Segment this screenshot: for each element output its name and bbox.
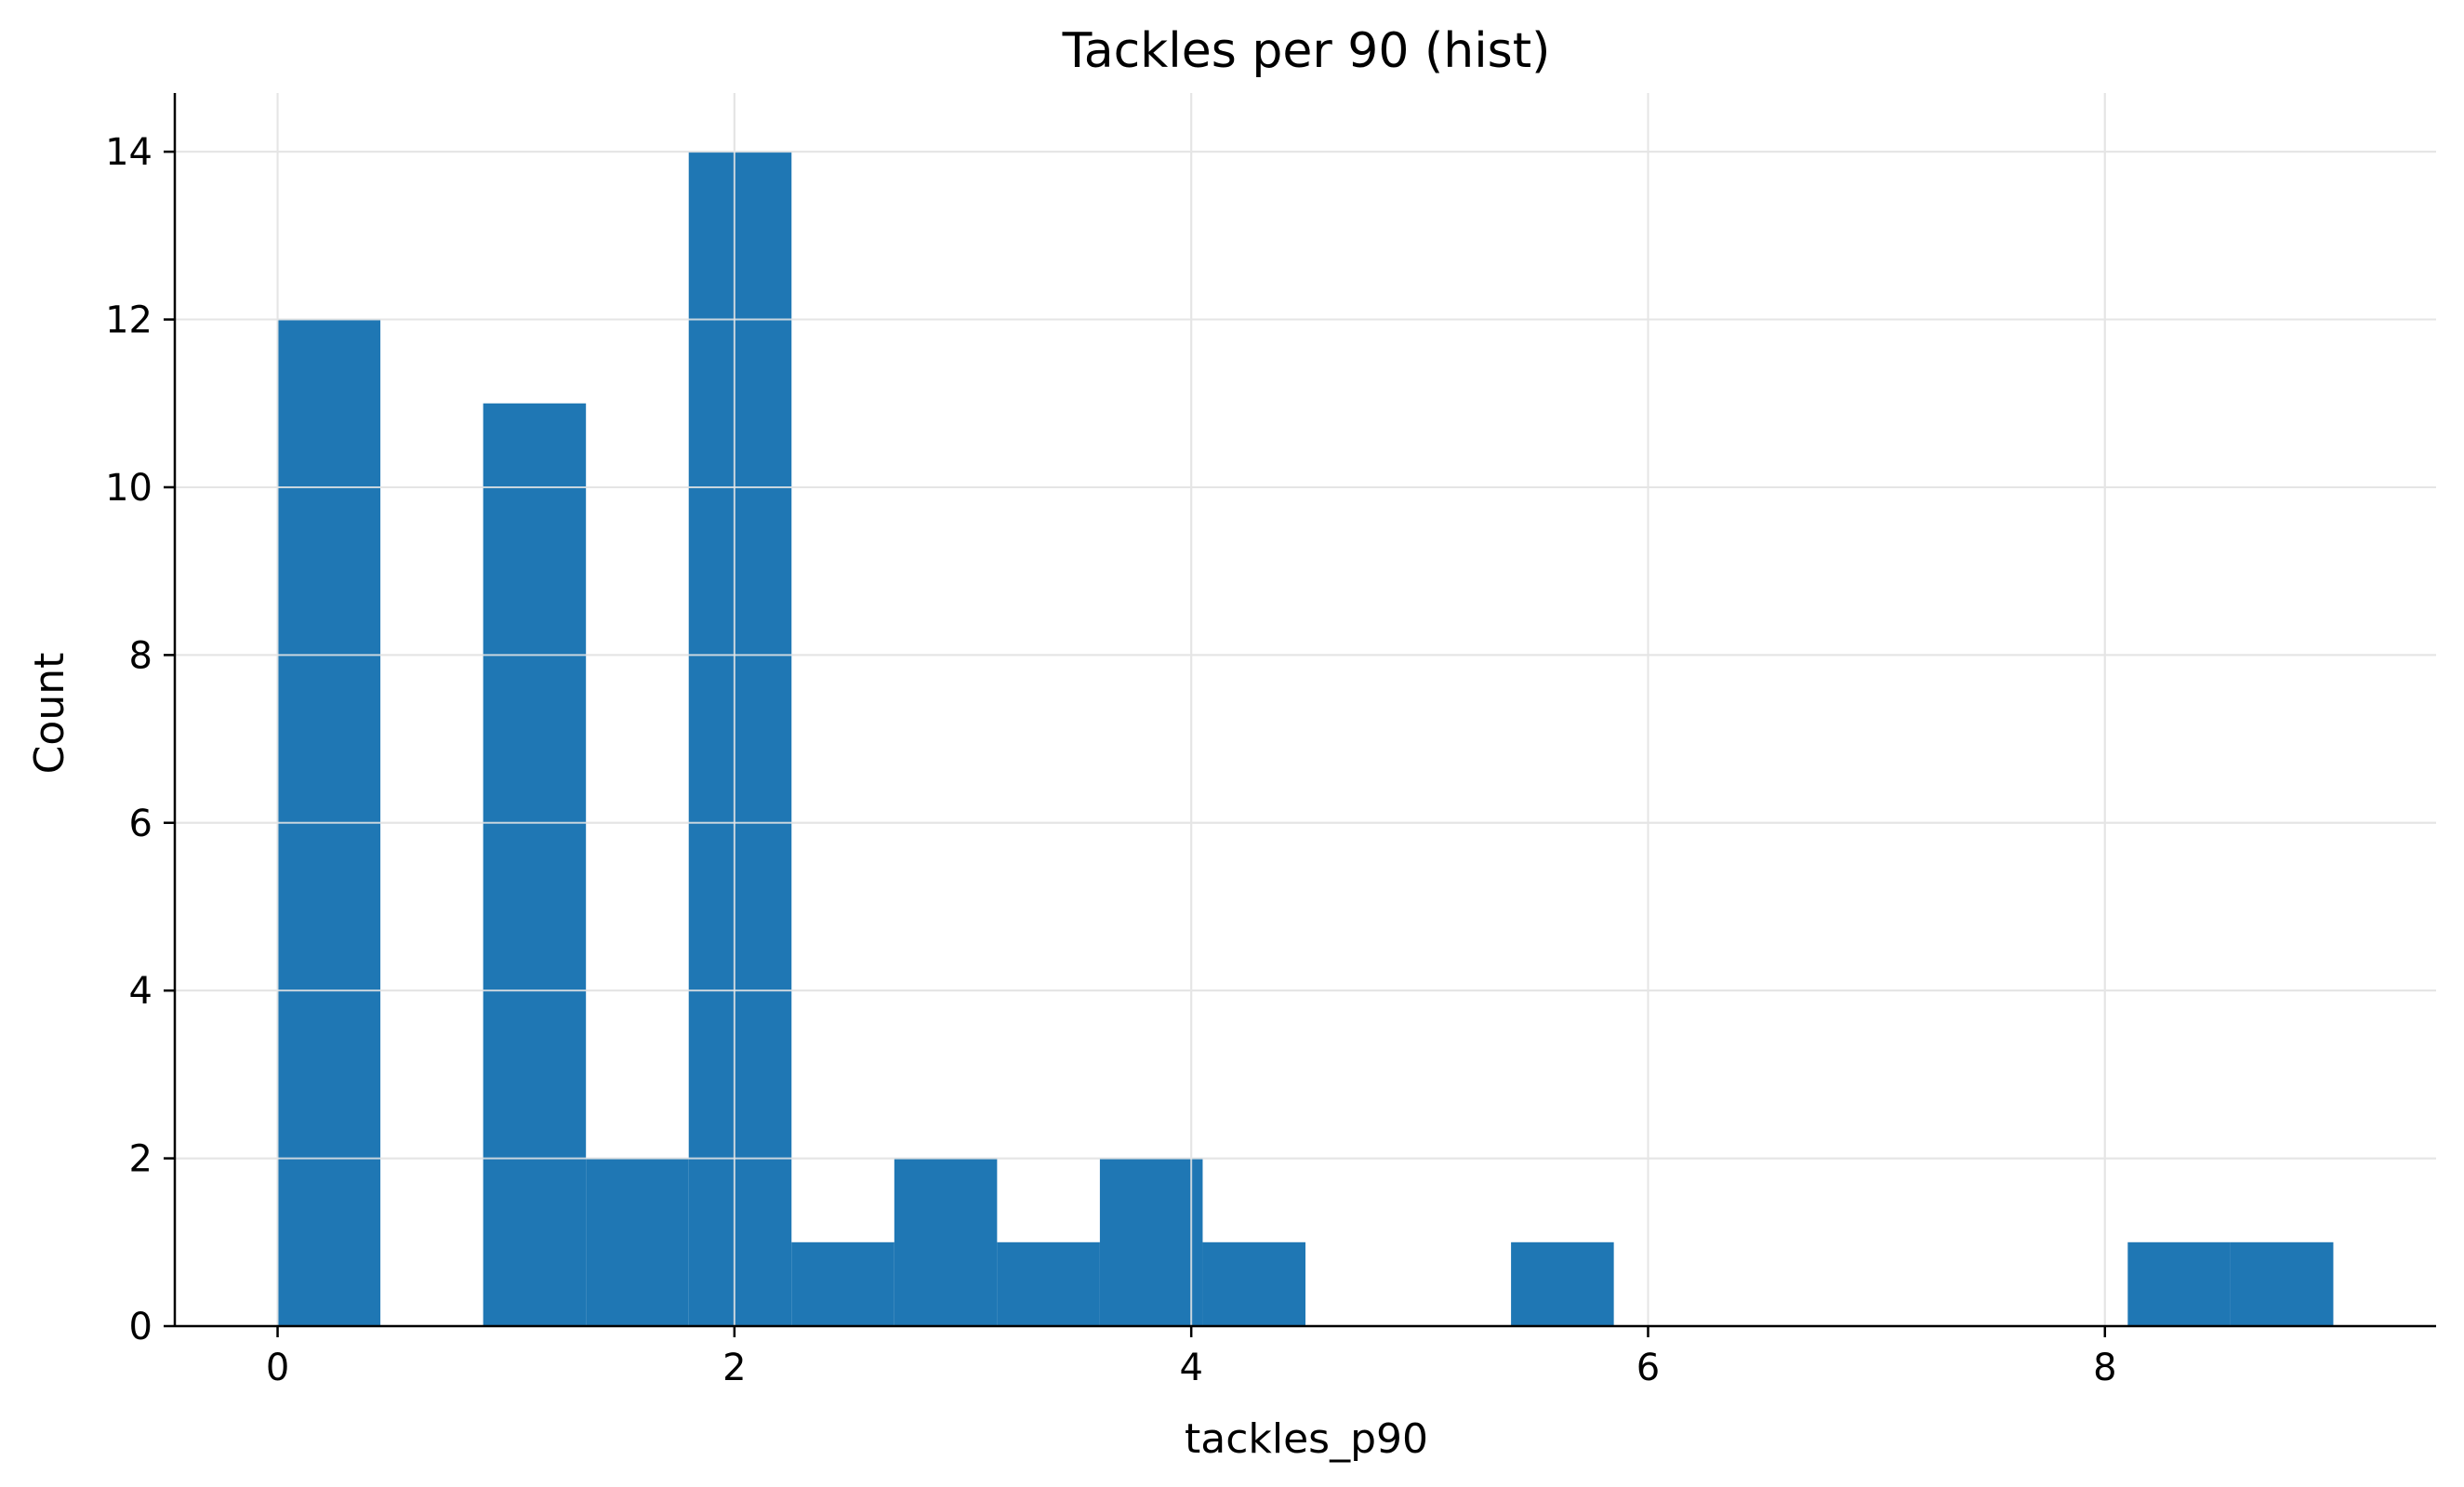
histogram-bar [791,1241,894,1326]
x-axis-label: tackles_p90 [1185,1415,1428,1463]
y-tick-label: 0 [129,1306,152,1348]
y-tick-label: 6 [129,803,152,845]
histogram-bar [997,1241,1100,1326]
histogram-bar [1099,1158,1203,1326]
histogram-bar [688,152,792,1327]
x-tick-label: 4 [1179,1347,1202,1389]
x-tick-label: 6 [1636,1347,1660,1389]
bars-layer [277,152,2334,1327]
histogram-bar [2127,1241,2231,1326]
histogram-bar [1202,1241,1305,1326]
histogram-bar [1511,1241,1614,1326]
histogram-bar [2230,1241,2334,1326]
y-tick-label: 4 [129,970,152,1013]
y-tick-label: 8 [129,634,152,677]
axes: 0 2 4 6 8 0 2 4 6 8 10 12 14 [105,93,2436,1389]
histogram-bar [894,1158,998,1326]
histogram-bar [483,403,587,1326]
y-tick-label: 2 [129,1138,152,1181]
y-tick-label: 10 [105,467,152,510]
x-tick-label: 2 [722,1347,746,1389]
x-tick-label: 0 [266,1347,289,1389]
chart-title: Tackles per 90 (hist) [1062,23,1551,79]
y-tick-label: 12 [105,299,152,342]
x-tick-label: 8 [2093,1347,2116,1389]
y-axis-label: Count [26,653,73,775]
histogram-bar [586,1158,689,1326]
y-tick-label: 14 [105,131,152,174]
